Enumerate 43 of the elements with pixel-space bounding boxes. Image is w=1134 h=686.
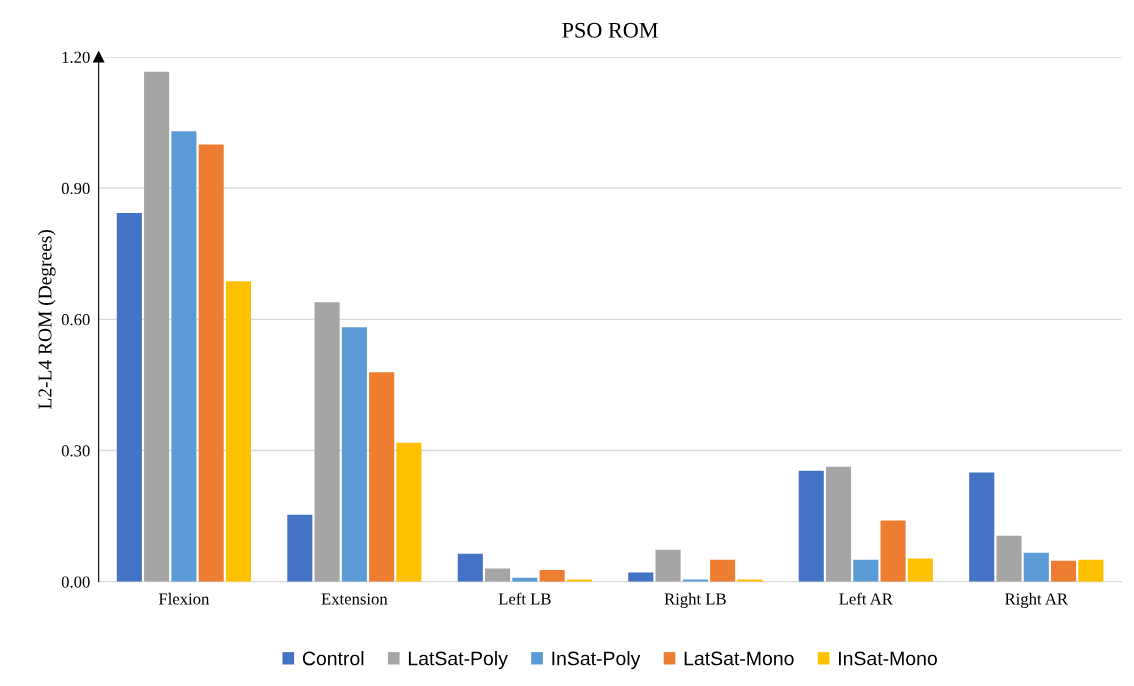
bar xyxy=(907,558,933,582)
legend-label: InSat-Mono xyxy=(839,651,937,666)
bar xyxy=(314,302,340,582)
x-tick-label: Extension xyxy=(321,593,388,605)
bar xyxy=(996,535,1022,582)
legend-label: InSat-Poly xyxy=(552,651,641,670)
y-tick-label: 0.30 xyxy=(61,445,90,457)
x-tick-label: Right AR xyxy=(1005,592,1068,608)
y-tick-label: 0.60 xyxy=(61,314,90,326)
bar xyxy=(969,472,995,582)
bar xyxy=(825,466,852,582)
x-tick-label: Left AR xyxy=(839,592,893,605)
bar xyxy=(798,470,824,582)
legend-label: LatSat-Poly xyxy=(408,651,508,670)
bar xyxy=(369,372,395,582)
y-axis-title: L2-L4 ROM (Degrees) xyxy=(37,230,56,409)
bar xyxy=(225,281,251,582)
x-tick-label: Right LB xyxy=(664,592,726,608)
bar xyxy=(457,553,483,582)
legend-label: Control xyxy=(302,651,364,666)
bar xyxy=(710,559,736,582)
y-tick-label: 1.20 xyxy=(62,51,90,63)
bar xyxy=(144,71,170,582)
bar xyxy=(341,327,367,582)
x-tick-label: Flexion xyxy=(158,592,210,605)
legend-label: LatSat-Mono xyxy=(684,651,794,666)
chart-title: PSO ROM xyxy=(562,22,658,38)
bar xyxy=(539,569,565,582)
bar xyxy=(853,559,879,582)
bar xyxy=(655,549,681,582)
bar xyxy=(880,520,906,582)
bar xyxy=(485,568,511,582)
y-tick-label: 0.90 xyxy=(61,182,90,195)
bar xyxy=(1023,552,1049,582)
bar xyxy=(1051,560,1077,582)
bar xyxy=(198,144,224,582)
bar xyxy=(171,131,197,582)
bar xyxy=(1078,559,1104,582)
x-tick-label: Left LB xyxy=(498,592,551,605)
bar xyxy=(287,514,313,582)
bar xyxy=(396,442,422,582)
bar xyxy=(116,213,142,582)
y-tick-label: 0.00 xyxy=(61,576,90,588)
